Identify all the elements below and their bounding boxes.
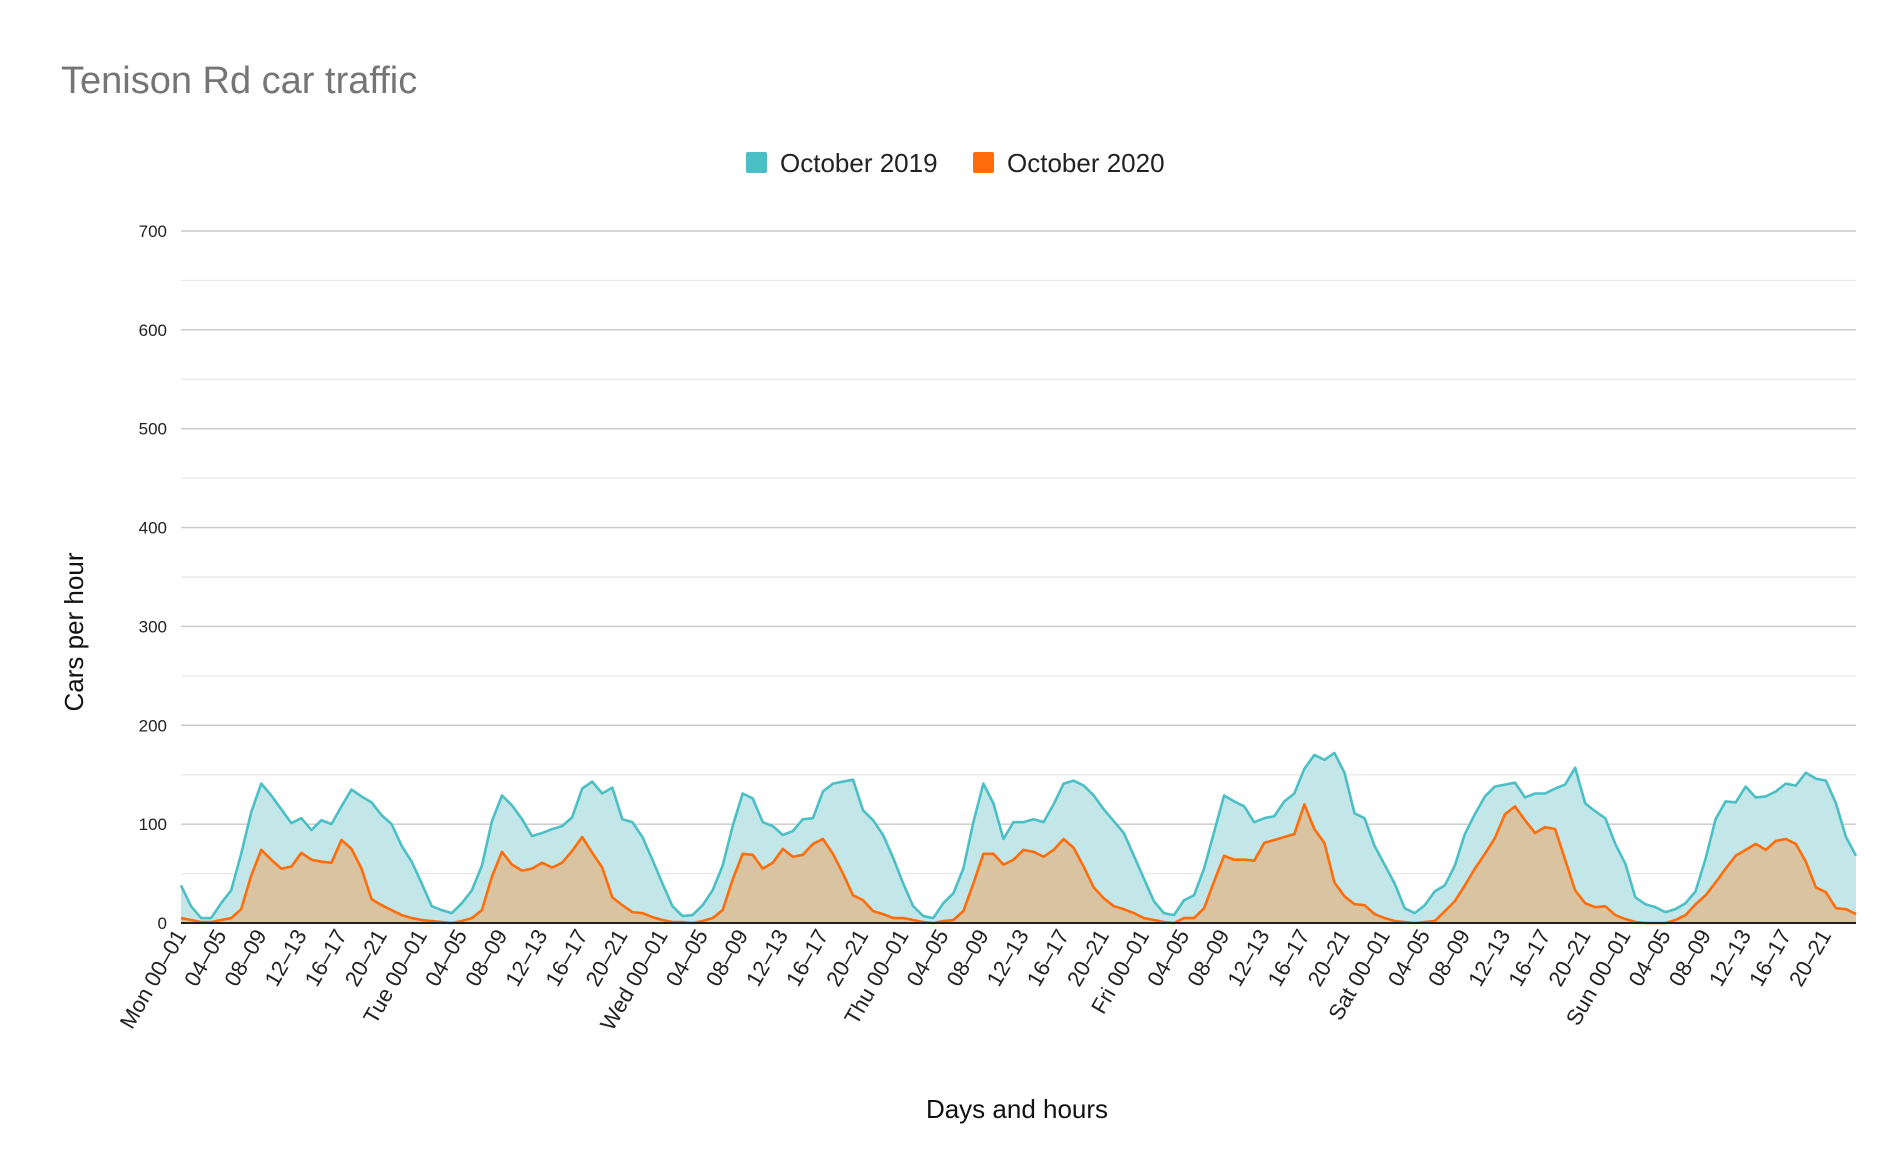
- series-lines: [179, 751, 1858, 925]
- y-tick-labels: 0 100 200 300 400 500 600 700: [139, 222, 167, 933]
- series-area-1: [181, 804, 1856, 923]
- gridlines: [181, 230, 1856, 875]
- x-tick-label: 20–21: [1784, 925, 1836, 990]
- y-tick-label: 500: [139, 420, 167, 439]
- y-tick-label: 300: [139, 617, 167, 636]
- y-tick-label: 700: [139, 222, 167, 241]
- legend-swatch: [746, 152, 767, 173]
- y-tick-label: 200: [139, 716, 167, 735]
- legend-label: October 2020: [1007, 148, 1165, 178]
- legend-label: October 2019: [780, 148, 938, 178]
- series-areas: [181, 752, 1856, 923]
- chart-title: Tenison Rd car traffic: [61, 60, 417, 102]
- legend-swatch: [973, 152, 994, 173]
- y-tick-label: 100: [139, 815, 167, 834]
- y-tick-label: 400: [139, 519, 167, 538]
- y-axis-title: Cars per hour: [59, 552, 89, 711]
- y-tick-label: 0: [158, 914, 167, 933]
- series-line-1: [180, 803, 1857, 925]
- x-axis-title: Days and hours: [926, 1094, 1108, 1124]
- legend: October 2019 October 2020: [746, 148, 1165, 178]
- y-tick-label: 600: [139, 321, 167, 340]
- series-line-0: [179, 751, 1858, 920]
